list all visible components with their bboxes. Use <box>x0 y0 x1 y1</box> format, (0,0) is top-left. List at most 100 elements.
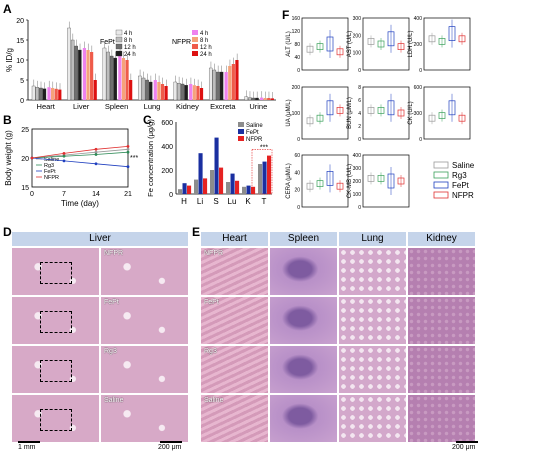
bar-fept <box>35 87 39 101</box>
significance-mark: *** <box>130 155 138 162</box>
y-axis-label: UA (μM/L) <box>286 99 292 126</box>
y-tick-label: 600 <box>414 85 423 91</box>
panel-label-c: C <box>143 113 152 127</box>
box <box>397 43 405 50</box>
series-line <box>31 151 129 159</box>
bar-fept <box>113 57 118 101</box>
bar-fept <box>31 85 36 101</box>
bar-nfpr <box>160 84 165 100</box>
y-tick-label: 120 <box>292 29 301 35</box>
legend-swatch <box>433 191 449 199</box>
boxplot-frame <box>423 86 471 140</box>
box <box>367 107 375 114</box>
kidney-histology-image <box>408 395 475 442</box>
heart-histology-image: FePt <box>201 297 268 344</box>
liver-lowmag-image <box>12 346 99 393</box>
legend-label: 4 h <box>124 31 132 37</box>
y-axis-label: Body weight (g) <box>4 130 13 186</box>
zoom-region-box <box>40 262 72 284</box>
y-tick-label: 100 <box>353 192 362 198</box>
organ-header-lung: Lung <box>339 232 406 246</box>
bar-fept <box>219 71 224 101</box>
legend-swatch <box>115 50 123 57</box>
box <box>428 114 436 122</box>
data-point <box>94 150 98 154</box>
x-tick-label: H <box>181 197 187 206</box>
bar-fept <box>148 81 153 101</box>
group-label: FePt <box>204 299 219 306</box>
y-axis-label: CK-MB (U/L) <box>347 164 353 198</box>
x-tick-label: 0 <box>30 191 34 198</box>
series-line <box>31 148 129 159</box>
bar <box>242 186 247 194</box>
x-axis-label: Time (day) <box>61 199 99 208</box>
legend-label: Saline <box>452 161 475 170</box>
bar-fept <box>106 51 110 101</box>
group-label: Saline <box>104 397 124 404</box>
y-tick-label: 0 <box>20 98 24 105</box>
bar-nfpr <box>54 88 58 100</box>
bar-fept <box>109 55 114 101</box>
heart-histology-image: Saline <box>201 395 268 442</box>
box <box>397 109 405 117</box>
y-tick-label: 200 <box>353 33 362 39</box>
x-tick-label: Lu <box>228 197 237 206</box>
bar <box>235 180 240 194</box>
bar <box>178 189 183 194</box>
y-tick-label: 20 <box>21 156 29 163</box>
bar-nfpr <box>121 58 126 100</box>
y-tick-label: 4 <box>358 111 361 117</box>
bar <box>187 185 192 194</box>
legend-label: 12 h <box>200 45 212 51</box>
y-axis-label: AST (U/L) <box>347 31 353 58</box>
bar-nfpr <box>82 48 87 100</box>
data-point <box>94 147 98 151</box>
bar <box>226 182 231 194</box>
liver-highmag-image: Saline <box>101 395 188 442</box>
bar-nfpr <box>93 80 97 100</box>
bar <box>214 137 219 194</box>
group-label: Rg3 <box>104 348 117 355</box>
bar-nfpr <box>235 60 239 100</box>
y-tick-label: 15 <box>21 185 29 192</box>
y-tick-label: 160 <box>292 16 301 22</box>
legend-swatch <box>115 36 123 43</box>
legend-label: NFPR <box>452 191 474 200</box>
liver-highmag-image: FePt <box>101 297 188 344</box>
box <box>428 35 436 43</box>
y-tick-label: 20 <box>16 18 24 25</box>
data-point <box>94 153 98 156</box>
bar-fept <box>138 75 142 101</box>
highlight-box <box>251 149 273 195</box>
panel-label-e: E <box>192 225 201 239</box>
group-label: FePt <box>104 299 119 306</box>
y-tick-label: 100 <box>353 51 362 57</box>
bar <box>182 183 187 194</box>
scale-bar-200um-d: 200 μm <box>158 444 182 451</box>
legend-swatch <box>192 30 198 35</box>
y-tick-label: 0 <box>297 68 300 74</box>
bar-fept <box>255 97 259 101</box>
box <box>306 45 314 53</box>
bar-nfpr <box>199 88 204 100</box>
bar-fept <box>212 69 217 101</box>
y-axis-label: % ID/g <box>5 48 14 72</box>
bar <box>267 155 272 194</box>
legend-label: Saline <box>246 123 263 129</box>
bar-fept <box>39 87 43 101</box>
y-tick-label: 40 <box>294 170 300 176</box>
legend-label: 4 h <box>200 31 208 37</box>
fe-concentration-chart: 0 200 400 600 Fe concentration (μg/g) H Li S Lu K… <box>146 119 273 206</box>
significance-mark: *** <box>260 144 268 151</box>
lung-histology-image <box>339 248 406 295</box>
legend-swatch <box>433 181 449 189</box>
legend-swatch <box>115 29 123 36</box>
y-tick-label: 0 <box>358 137 361 143</box>
legend-label: 24 h <box>200 52 212 58</box>
bar-nfpr <box>228 66 232 100</box>
legend-swatch <box>192 51 198 56</box>
group-label: NFPR <box>204 250 224 257</box>
zoom-region-box <box>40 311 72 333</box>
legend-label: FePt <box>452 181 470 190</box>
